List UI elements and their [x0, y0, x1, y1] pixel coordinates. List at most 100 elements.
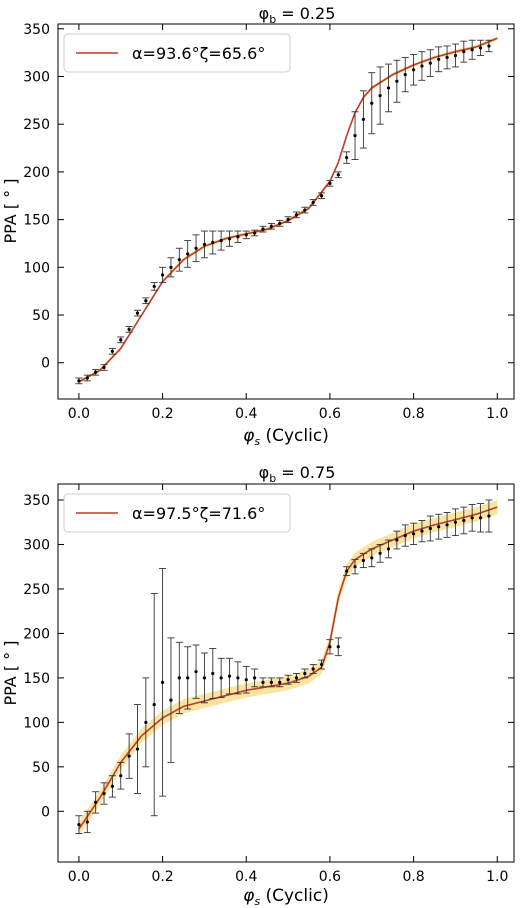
- data-point: [401, 524, 409, 547]
- y-tick-label: 100: [23, 260, 50, 276]
- data-marker: [77, 823, 81, 827]
- axes-ticks: 0.0 0.2 0.4 0.6 0.8 1.0 0 50 100 150 200 250 300 350: [23, 484, 514, 885]
- data-point: [292, 211, 300, 219]
- data-marker: [336, 645, 340, 649]
- data-marker: [361, 117, 365, 122]
- data-point: [133, 704, 141, 794]
- data-marker: [177, 676, 181, 680]
- data-marker: [160, 680, 165, 684]
- fit-curve: [78, 37, 498, 383]
- data-marker: [319, 194, 324, 198]
- data-point: [267, 677, 275, 688]
- chart-top: φb = 0.25 0.0 0.2 0.4 0.6 0.8 1.0 0 50 100 150 200…: [1, 4, 515, 448]
- data-point: [108, 347, 116, 355]
- y-tick-label: 100: [23, 715, 50, 731]
- data-marker: [269, 224, 273, 228]
- data-marker: [361, 558, 365, 563]
- fit-curve: [78, 506, 498, 830]
- data-point: [418, 520, 426, 543]
- data-marker: [102, 365, 106, 370]
- data-marker: [219, 676, 223, 680]
- data-marker: [227, 237, 232, 241]
- data-point: [117, 336, 125, 344]
- data-point: [108, 775, 116, 798]
- data-point: [125, 733, 133, 779]
- x-tick-label: 1.0: [486, 869, 508, 885]
- data-point: [309, 199, 317, 206]
- y-tick-label: 0: [41, 804, 50, 820]
- data-marker: [169, 698, 173, 702]
- data-marker: [227, 674, 232, 678]
- data-marker: [110, 784, 114, 789]
- y-tick-label: 50: [32, 308, 50, 324]
- data-marker: [244, 233, 248, 237]
- data-point: [309, 664, 317, 674]
- data-point: [301, 206, 309, 214]
- data-point: [184, 240, 192, 268]
- data-point: [426, 49, 434, 77]
- data-marker: [261, 227, 265, 231]
- x-tick-label: 0.8: [402, 406, 424, 422]
- data-point: [443, 45, 451, 70]
- data-marker: [437, 57, 441, 61]
- x-tick-label: 0.8: [402, 869, 424, 885]
- y-axis-label: PPA [ ° ]: [1, 641, 20, 706]
- data-point: [167, 637, 175, 763]
- data-marker: [110, 349, 114, 353]
- data-point: [251, 229, 259, 237]
- data-point: [83, 374, 91, 382]
- data-marker: [236, 676, 240, 680]
- data-marker: [311, 200, 315, 205]
- chart-title: φb = 0.25: [259, 4, 336, 26]
- data-point: [209, 648, 217, 699]
- data-marker: [453, 53, 458, 58]
- data-point: [292, 672, 300, 683]
- data-point: [351, 559, 359, 575]
- legend-box: [63, 33, 291, 73]
- data-point: [159, 568, 167, 797]
- data-point: [175, 641, 183, 714]
- data-point: [284, 674, 292, 685]
- data-point: [259, 225, 267, 233]
- data-marker: [202, 676, 207, 680]
- data-point: [267, 222, 275, 230]
- data-point: [334, 637, 342, 657]
- x-tick-label: 0.0: [68, 406, 90, 422]
- data-marker: [303, 208, 307, 212]
- data-point: [384, 539, 392, 559]
- data-point: [142, 677, 150, 768]
- data-marker: [345, 155, 349, 160]
- x-tick-label: 0.2: [151, 406, 173, 422]
- data-marker: [345, 569, 349, 573]
- x-axis-label: φs (Cyclic): [243, 426, 329, 448]
- data-point: [343, 151, 351, 164]
- x-tick-label: 0.0: [68, 869, 90, 885]
- data-point: [460, 40, 468, 63]
- data-point: [334, 171, 342, 179]
- data-point: [83, 810, 91, 834]
- data-marker: [403, 72, 407, 77]
- data-point: [100, 364, 108, 371]
- data-point: [410, 522, 418, 545]
- data-point: [359, 552, 367, 569]
- data-point: [376, 544, 384, 563]
- data-point: [301, 668, 309, 679]
- data-point: [410, 54, 418, 86]
- legend-label: α=97.5°ζ=71.6°: [132, 504, 265, 523]
- data-marker: [411, 68, 416, 72]
- data-marker: [470, 516, 474, 520]
- data-point: [284, 216, 292, 223]
- data-point: [343, 566, 351, 577]
- data-marker: [278, 680, 282, 684]
- x-tick-label: 0.4: [235, 406, 257, 422]
- data-marker: [202, 242, 207, 247]
- data-point: [384, 63, 392, 113]
- fit-confidence-band: [78, 36, 498, 384]
- data-point: [184, 646, 192, 710]
- data-marker: [411, 532, 416, 536]
- data-point: [125, 326, 133, 333]
- data-point: [276, 220, 284, 227]
- y-tick-label: 0: [41, 356, 50, 372]
- plot-area: [75, 36, 498, 385]
- data-point: [133, 309, 141, 317]
